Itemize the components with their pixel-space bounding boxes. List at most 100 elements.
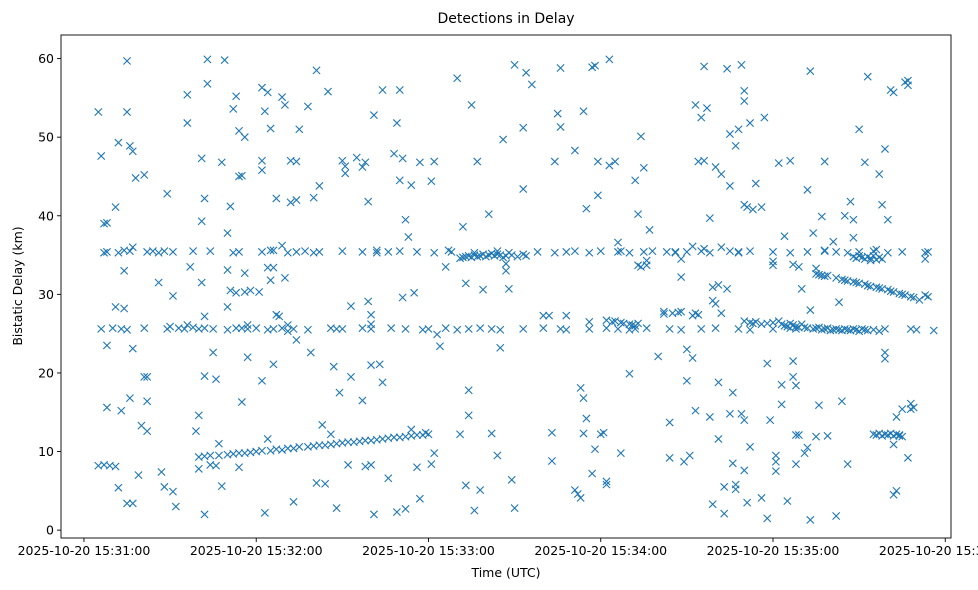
data-point — [269, 324, 278, 333]
data-point — [791, 460, 800, 469]
data-point — [625, 248, 634, 257]
data-point — [519, 123, 528, 132]
data-point — [697, 324, 706, 333]
data-point — [714, 378, 723, 387]
data-point — [206, 451, 215, 460]
data-point — [860, 158, 869, 167]
data-point — [197, 217, 206, 226]
data-point — [909, 293, 918, 302]
data-point — [453, 74, 462, 83]
data-point — [671, 247, 680, 256]
data-point — [895, 289, 904, 298]
data-point — [398, 293, 407, 302]
data-point — [441, 324, 450, 333]
data-point — [384, 247, 393, 256]
data-point — [642, 256, 651, 265]
data-point — [266, 276, 275, 285]
data-point — [780, 232, 789, 241]
data-point — [680, 457, 688, 466]
data-point — [301, 247, 310, 256]
data-point — [128, 344, 137, 353]
data-point — [820, 247, 829, 256]
data-point — [392, 119, 401, 128]
data-point — [924, 247, 933, 256]
data-point — [387, 324, 396, 333]
data-point — [522, 68, 531, 77]
data-point — [168, 487, 177, 496]
data-point — [372, 248, 381, 257]
data-point — [777, 380, 786, 389]
data-point — [295, 125, 304, 134]
data-point — [705, 412, 714, 421]
data-point — [111, 302, 120, 311]
data-point — [817, 271, 826, 280]
data-point — [634, 210, 643, 219]
data-point — [820, 157, 829, 166]
data-point — [240, 288, 249, 296]
data-point — [507, 475, 516, 484]
data-point — [461, 279, 470, 288]
data-point — [812, 432, 821, 441]
data-point — [453, 325, 462, 334]
data-point — [639, 163, 648, 172]
data-point — [326, 430, 335, 439]
data-point — [611, 157, 620, 166]
data-point — [682, 376, 691, 385]
data-point — [760, 113, 769, 122]
data-point — [263, 434, 272, 443]
data-point — [786, 156, 795, 165]
data-point — [456, 254, 465, 263]
data-point — [789, 372, 798, 381]
data-point — [97, 152, 106, 161]
data-point — [591, 445, 599, 454]
data-point — [677, 273, 686, 282]
data-point — [774, 159, 783, 168]
data-point — [855, 125, 864, 134]
data-point — [154, 248, 163, 257]
data-point — [855, 247, 864, 256]
data-point — [378, 378, 387, 387]
data-point — [447, 247, 456, 256]
data-point — [332, 324, 341, 333]
data-point — [470, 506, 479, 515]
data-point — [243, 353, 252, 362]
data-point — [728, 388, 737, 397]
data-point — [493, 247, 502, 256]
data-point — [814, 401, 823, 410]
data-point — [777, 400, 786, 409]
data-point — [674, 308, 683, 317]
data-point — [266, 246, 275, 255]
y-tick-label: 40 — [38, 208, 54, 223]
data-point — [306, 348, 315, 357]
data-point — [346, 302, 355, 311]
data-point — [441, 262, 450, 271]
data-point — [257, 376, 266, 385]
data-point — [576, 493, 585, 502]
data-point — [257, 247, 266, 256]
data-point — [473, 157, 482, 166]
data-point — [717, 170, 726, 179]
data-point — [608, 317, 617, 326]
data-point — [303, 325, 312, 334]
data-point — [212, 461, 221, 470]
data-point — [858, 324, 866, 333]
plot-frame — [60, 34, 952, 539]
data-point — [570, 247, 579, 256]
data-point — [232, 288, 241, 297]
data-point — [232, 324, 241, 333]
data-point — [593, 157, 602, 166]
data-point — [269, 263, 278, 272]
data-point — [556, 64, 565, 72]
data-point — [183, 119, 192, 128]
data-point — [791, 431, 800, 440]
data-point — [415, 494, 424, 503]
data-point — [582, 414, 591, 423]
data-point — [344, 460, 353, 469]
data-point — [269, 360, 278, 369]
data-point — [309, 193, 318, 202]
data-point — [714, 280, 723, 289]
data-point — [700, 156, 709, 165]
data-point — [771, 451, 780, 460]
data-point — [278, 324, 287, 333]
y-axis: 0 10 20 30 40 50 60 — [38, 51, 61, 538]
